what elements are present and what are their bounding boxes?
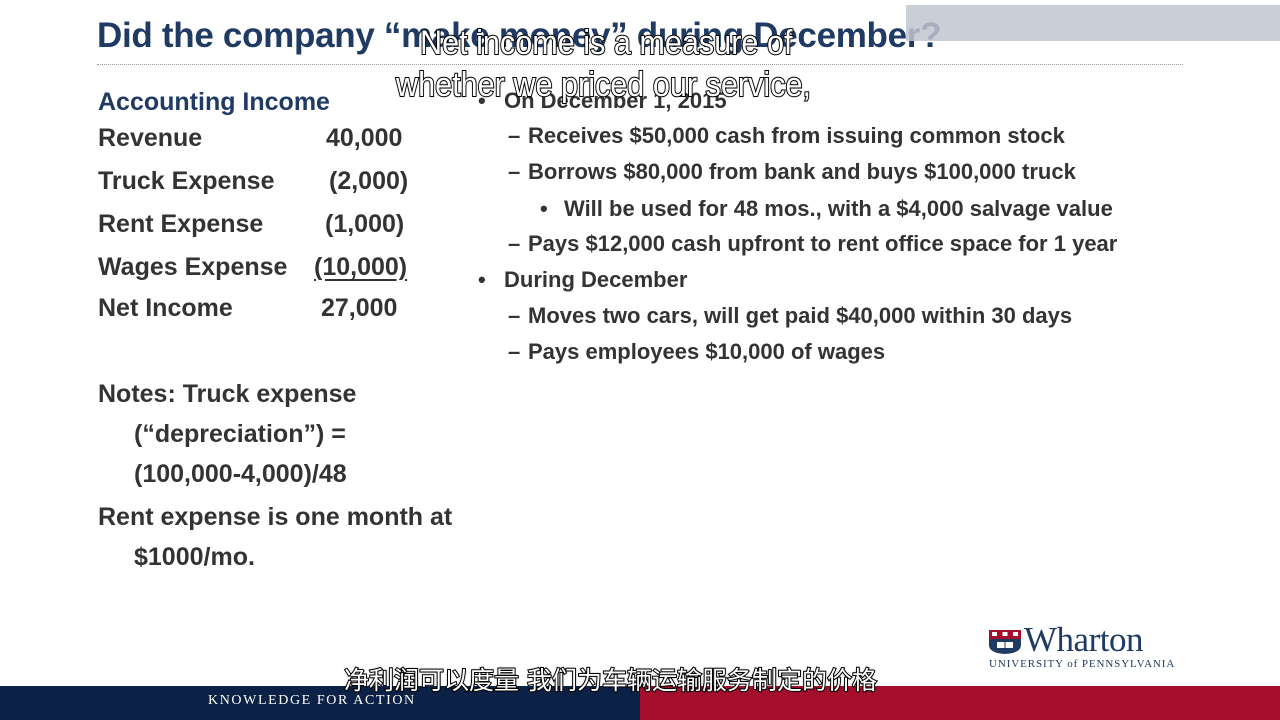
notes-line: Notes: Truck expense bbox=[98, 380, 357, 408]
wharton-logo: Wharton UNIVERSITY of PENNSYLVANIA bbox=[988, 620, 1192, 672]
row-label: Net Income bbox=[98, 294, 233, 322]
footer-tagline: KNOWLEDGE FOR ACTION bbox=[208, 693, 416, 708]
title-divider bbox=[97, 64, 1183, 65]
bullet-marker: – bbox=[508, 123, 521, 148]
bullet-text: Moves two cars, will get paid $40,000 wi… bbox=[528, 303, 1073, 328]
bullet-text: Pays $12,000 cash upfront to rent office… bbox=[528, 231, 1118, 256]
bullet-text: Will be used for 48 mos., with a $4,000 … bbox=[564, 196, 1113, 221]
row-value: 27,000 bbox=[321, 294, 398, 322]
footer-band-navy bbox=[0, 686, 640, 720]
bullet-marker: – bbox=[508, 339, 521, 364]
bullet-marker: – bbox=[508, 159, 521, 184]
row-label: Revenue bbox=[98, 124, 203, 152]
subtitle-chinese: 净利润可以度量 我们为车辆运输服务制定的价格 bbox=[343, 665, 878, 696]
slide-title: Did the company “make money” during Dece… bbox=[97, 16, 942, 55]
bullet-text: On December 1, 2015 bbox=[504, 88, 727, 113]
row-value: 40,000 bbox=[326, 124, 403, 152]
bullet-marker: • bbox=[478, 88, 486, 113]
bullet-marker: • bbox=[478, 267, 486, 292]
accounting-income-heading: Accounting Income bbox=[98, 88, 330, 116]
row-value: (10,000) bbox=[314, 253, 408, 281]
bullet-text: During December bbox=[504, 267, 688, 292]
subtitle-english-line2: whether we priced our service, bbox=[395, 65, 812, 105]
bullet-marker: – bbox=[508, 231, 521, 256]
bullet-text: Pays employees $10,000 of wages bbox=[528, 339, 886, 364]
corner-overlay-box bbox=[906, 5, 1280, 41]
notes-line: (100,000-4,000)/48 bbox=[134, 460, 347, 488]
footer-band-red bbox=[640, 686, 1280, 720]
subtitle-english-line1: Net income is a measure of bbox=[419, 23, 793, 63]
notes-line: $1000/mo. bbox=[134, 543, 255, 571]
bullet-text: Receives $50,000 cash from issuing commo… bbox=[528, 123, 1065, 148]
university-name: UNIVERSITY of PENNSYLVANIA bbox=[989, 658, 1176, 670]
bullet-text: Borrows $80,000 from bank and buys $100,… bbox=[528, 159, 1076, 184]
notes-line: Rent expense is one month at bbox=[98, 503, 453, 531]
row-label: Truck Expense bbox=[98, 167, 275, 195]
notes-line: (“depreciation”) = bbox=[134, 420, 346, 448]
row-value: (1,000) bbox=[325, 210, 405, 238]
wharton-wordmark: Wharton bbox=[1024, 620, 1143, 659]
bullet-marker: – bbox=[508, 303, 521, 328]
row-value: (2,000) bbox=[329, 167, 409, 195]
row-label: Wages Expense bbox=[98, 253, 288, 281]
row-label: Rent Expense bbox=[98, 210, 264, 238]
penn-shield-icon bbox=[989, 630, 1021, 654]
bullet-marker: • bbox=[540, 196, 548, 221]
